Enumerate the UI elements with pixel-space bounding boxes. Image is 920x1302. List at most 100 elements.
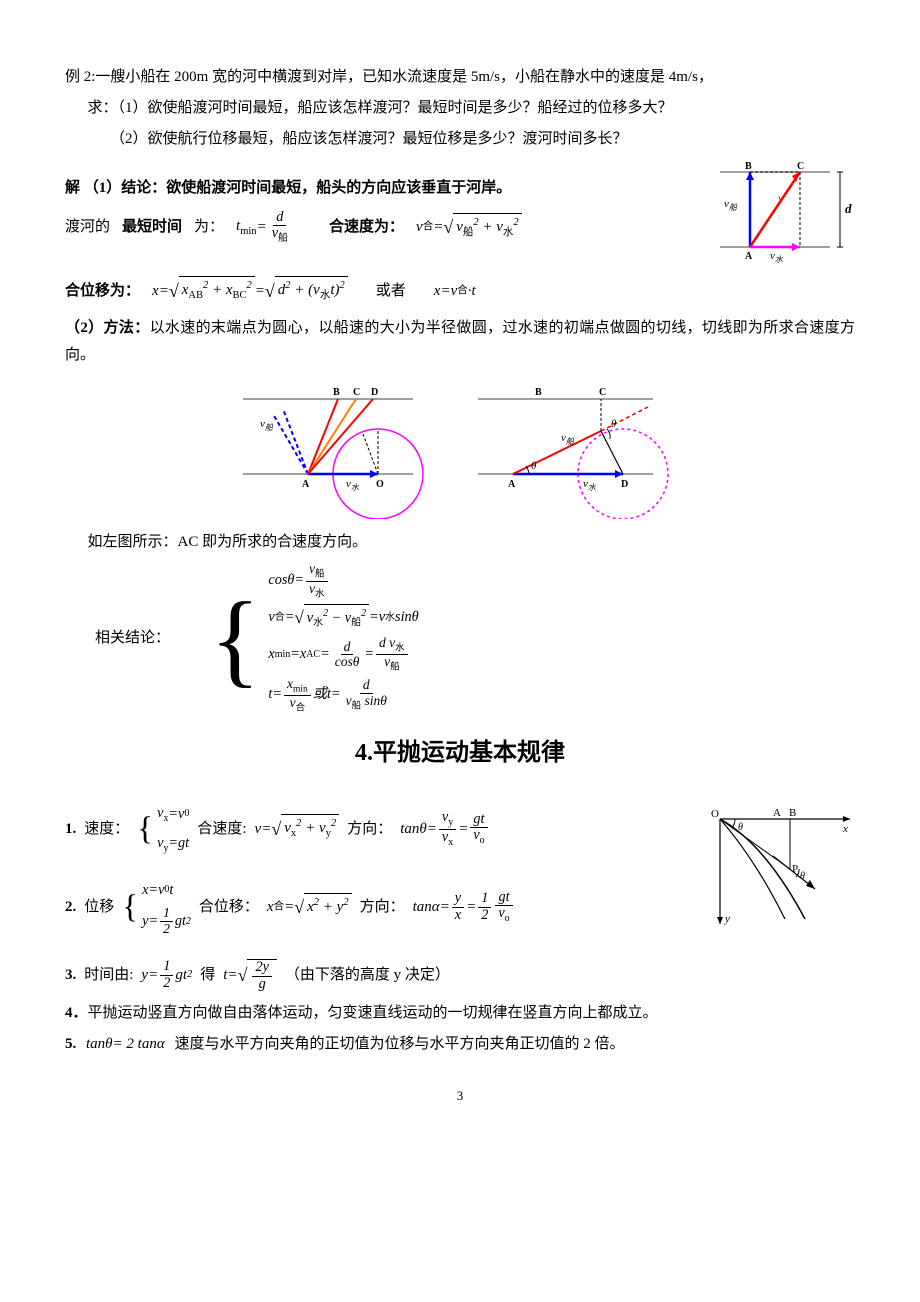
svg-text:d: d [845, 201, 852, 216]
svg-text:v船: v船 [260, 418, 274, 432]
item2-y: y = 12gt2 [142, 906, 191, 937]
svg-text:θ: θ [800, 871, 805, 882]
question-1: （1）欲使船渡河时间最短，船应该怎样渡河？最短时间是多少？船经过的位移多大？ [118, 100, 673, 116]
time-suffix: 为： [194, 214, 224, 241]
item1-num: 1. [65, 816, 76, 843]
item1-he-label: 合速度: [197, 816, 246, 843]
tmin-formula: tmin = dv船 [236, 210, 293, 245]
svg-text:A: A [508, 479, 516, 490]
svg-text:v水: v水 [770, 250, 784, 264]
method-label: （2）方法： [65, 320, 150, 336]
svg-text:C: C [797, 161, 804, 172]
svg-text:A: A [745, 251, 753, 262]
item-3: 3. 时间由: y = 12gt2 得 t = 2yg （由下落的高度 y 决定… [65, 959, 855, 992]
rel-eq-1: cosθ = v船v水 [268, 562, 418, 599]
time-label: 渡河的 [65, 214, 110, 241]
svg-text:x: x [842, 823, 848, 835]
svg-text:D: D [371, 387, 378, 398]
left-fig-label: 如左图所示：AC 即为所求的合速度方向。 [65, 529, 855, 556]
item2-dir-label: 方向： [360, 894, 405, 921]
item4-num: 4． [65, 1005, 88, 1021]
svg-text:C: C [599, 387, 606, 398]
svg-text:B: B [333, 387, 340, 398]
disp-or: 或者 [376, 278, 406, 305]
item5-text: 速度与水平方向夹角的正切值为位移与水平方向夹角正切值的 2 倍。 [174, 1036, 624, 1052]
svg-text:P: P [792, 863, 798, 875]
item2-x: x = v0t [142, 878, 191, 904]
disp-label: 合位移为： [65, 278, 140, 305]
item2-he-label: 合位移： [199, 894, 259, 921]
brace-icon: { [137, 816, 153, 842]
item-4: 4．平抛运动竖直方向做自由落体运动，匀变速直线运动的一切规律在竖直方向上都成立。 [65, 1000, 855, 1027]
method-diagram-left: A B C D O v船 v水 [238, 379, 448, 519]
item-2: 2. 位移 { x = v0t y = 12gt2 合位移： x合 = x2 +… [65, 872, 690, 943]
item3-mid: 得 [200, 962, 215, 989]
vhe-formula: v合 = v船2 + v水2 [416, 211, 522, 243]
item-1: 1. 速度： { vx = v0 vy = gt 合速度: v = vx2 + … [65, 795, 690, 864]
item1-dir-label: 方向： [347, 816, 392, 843]
ans-prefix: 解 [65, 180, 80, 196]
svg-text:v水: v水 [346, 478, 360, 492]
item5-eq: tanθ = 2 tanα [86, 1031, 165, 1058]
projectile-diagram: O A B P x y θ θ [705, 804, 855, 934]
item-5: 5. tanθ = 2 tanα 速度与水平方向夹角的正切值为位移与水平方向夹角… [65, 1031, 855, 1058]
item5-num: 5. [65, 1036, 76, 1052]
brace-icon: { [122, 894, 138, 920]
item3-label: 时间由: [84, 962, 133, 989]
item1-dir-formula: tanθ = vyvx = gtvo [400, 810, 489, 849]
item1-label: 速度： [84, 816, 129, 843]
svg-text:O: O [711, 808, 719, 820]
svg-text:θ: θ [738, 822, 743, 833]
svg-text:A: A [773, 807, 781, 819]
svg-text:θ: θ [531, 460, 537, 472]
disp-formula: x = xAB2 + xBC2 = d2 + (v水t)2 [152, 275, 348, 307]
ask-label: 求： [88, 100, 118, 116]
method-diagrams: A B C D O v船 v水 A B C D v船 v水 θ θ [65, 379, 855, 519]
svg-text:θ: θ [611, 418, 617, 430]
item2-num: 2. [65, 894, 76, 921]
item3-eq1: y = 12gt2 [141, 959, 192, 991]
item4-text: 平抛运动竖直方向做自由落体运动，匀变速直线运动的一切规律在竖直方向上都成立。 [88, 1005, 658, 1021]
rel-eq-4: t = xminv合 或 t = dv船 sinθ [268, 677, 418, 714]
vhe-label: 合速度为： [329, 214, 404, 241]
disp-row: 合位移为： x = xAB2 + xBC2 = d2 + (v水t)2 或者 x… [65, 275, 855, 307]
example-text: 一艘小船在 200m 宽的河中横渡到对岸，已知水流速度是 5m/s，小船在静水中… [95, 69, 713, 85]
method-row: （2）方法：以水速的末端点为圆心，以船速的大小为半径做圆，过水速的初端点做圆的切… [65, 315, 855, 369]
brace-icon: { [210, 586, 260, 691]
related-conclusions: 相关结论： { cosθ = v船v水 v合 = v水2 − v船2 = v水 … [95, 562, 855, 713]
time-bold: 最短时间 [122, 214, 182, 241]
item3-note: （由下落的高度 y 决定） [285, 962, 450, 989]
svg-text:B: B [745, 161, 752, 172]
svg-text:A: A [302, 479, 310, 490]
item3-t-formula: t = 2yg [223, 959, 277, 992]
svg-text:v水: v水 [583, 478, 597, 492]
rel-eq-3: xmin = xAC = dcosθ = d v水v船 [268, 636, 418, 673]
svg-text:B: B [535, 387, 542, 398]
ask-row: 求：（1）欲使船渡河时间最短，船应该怎样渡河？最短时间是多少？船经过的位移多大？ [65, 95, 855, 122]
question-2: （2）欲使航行位移最短，船应该怎样渡河？最短位移是多少？渡河时间多长？ [65, 126, 855, 153]
rel-eq-2: v合 = v水2 − v船2 = v水 sinθ [268, 603, 418, 634]
item2-label: 位移 [84, 894, 114, 921]
svg-text:C: C [353, 387, 360, 398]
example-prefix: 例 2: [65, 69, 95, 85]
item1-he-formula: v = vx2 + vy2 [255, 813, 340, 845]
svg-text:B: B [789, 807, 796, 819]
svg-text:v船: v船 [561, 432, 575, 446]
min-time-row: 渡河的最短时间为： tmin = dv船 合速度为： v合 = v船2 + v水… [65, 210, 700, 245]
item1-vy: vy = gt [157, 831, 189, 858]
item2-dir-formula: tanα = yx = 12gtvo [413, 890, 515, 925]
method-text: 以水速的末端点为圆心，以船速的大小为半径做圆，过水速的初端点做圆的切线，切线即为… [65, 320, 855, 363]
svg-text:v船: v船 [724, 198, 738, 212]
item2-he-formula: x合 = x2 + y2 [267, 891, 352, 923]
river-diagram-1: B C A v船 v v水 d [715, 157, 855, 267]
svg-text:O: O [376, 479, 384, 490]
item3-num: 3. [65, 962, 76, 989]
solution-conclusion: 解 （1）结论：欲使船渡河时间最短，船头的方向应该垂直于河岸。 [65, 175, 700, 202]
item1-vx: vx = v0 [157, 801, 189, 828]
svg-text:D: D [621, 479, 628, 490]
method-diagram-right: A B C D v船 v水 θ θ [473, 379, 683, 519]
svg-text:y: y [724, 913, 730, 925]
section-4-title: 4.平抛运动基本规律 [65, 732, 855, 775]
svg-text:v: v [778, 191, 784, 205]
conclusion-text: （1）结论：欲使船渡河时间最短，船头的方向应该垂直于河岸。 [84, 180, 512, 196]
